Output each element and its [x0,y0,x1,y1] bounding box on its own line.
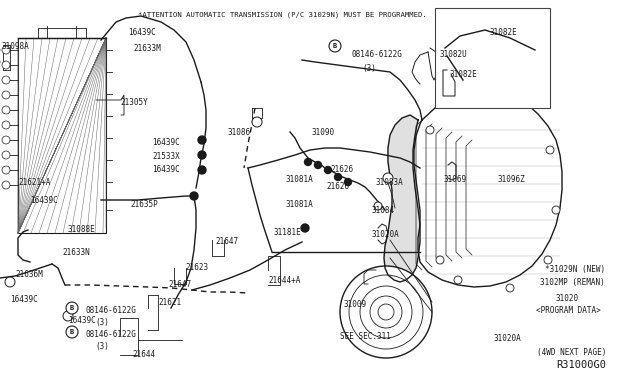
Circle shape [340,266,432,358]
Text: 16439C: 16439C [152,138,180,147]
Circle shape [370,296,402,328]
Circle shape [506,284,514,292]
Text: 31069: 31069 [444,175,467,184]
Text: 21626: 21626 [330,165,353,174]
Text: *ATTENTION AUTOMATIC TRANSMISSION (P/C 31029N) MUST BE PROGRAMMED.: *ATTENTION AUTOMATIC TRANSMISSION (P/C 3… [138,12,427,19]
Text: 16439C: 16439C [68,316,96,325]
Polygon shape [414,92,562,287]
Text: 21621+A: 21621+A [18,178,51,187]
Circle shape [2,91,10,99]
Circle shape [426,126,434,134]
Circle shape [2,46,10,54]
Text: 16439C: 16439C [128,28,156,37]
Text: <PROGRAM DATA>: <PROGRAM DATA> [536,306,601,315]
Text: 21626: 21626 [326,182,349,191]
Circle shape [374,202,382,210]
Text: 16439C: 16439C [10,295,38,304]
Text: 21633N: 21633N [62,248,90,257]
Text: 31098A: 31098A [2,42,29,51]
Circle shape [5,277,15,287]
Circle shape [2,166,10,174]
Text: 31088E: 31088E [68,225,96,234]
Text: 21305Y: 21305Y [120,98,148,107]
Text: 31083A: 31083A [376,178,404,187]
Text: 31020: 31020 [556,294,579,303]
Circle shape [2,181,10,189]
Text: 31081A: 31081A [286,175,314,184]
Circle shape [2,121,10,129]
Circle shape [324,167,332,173]
Text: (3): (3) [95,342,109,351]
Circle shape [335,173,342,180]
Circle shape [344,179,351,186]
Text: 31181E: 31181E [274,228,301,237]
Circle shape [2,76,10,84]
Text: 21621: 21621 [158,298,181,307]
Text: B: B [70,305,74,311]
Circle shape [2,136,10,144]
Text: 08146-6122G: 08146-6122G [352,50,403,59]
Circle shape [305,158,312,166]
Text: 31020A: 31020A [494,334,522,343]
Text: 31082U: 31082U [440,50,468,59]
Text: 21636M: 21636M [15,270,43,279]
Text: (3): (3) [95,318,109,327]
Text: 31081A: 31081A [286,200,314,209]
Text: 21647: 21647 [215,237,238,246]
Text: 31084: 31084 [371,206,394,215]
Text: B: B [333,43,337,49]
Text: (4WD NEXT PAGE): (4WD NEXT PAGE) [537,348,606,357]
Circle shape [378,304,394,320]
Circle shape [546,146,554,154]
Text: 31082E: 31082E [490,28,518,37]
Bar [435,8,550,108]
Text: 21623: 21623 [185,263,208,272]
Circle shape [2,151,10,159]
Text: *31029N (NEW): *31029N (NEW) [545,265,605,274]
Text: 31009: 31009 [344,300,367,309]
Circle shape [454,276,462,284]
Text: 21635P: 21635P [130,200,157,209]
Circle shape [198,166,206,174]
Circle shape [66,302,78,314]
Circle shape [544,256,552,264]
Text: (3): (3) [362,64,376,73]
Circle shape [314,161,321,169]
Text: SEE SEC.311: SEE SEC.311 [340,332,391,341]
Circle shape [436,256,444,264]
Text: B: B [70,329,74,335]
Text: 31082E: 31082E [450,70,477,79]
Circle shape [383,173,393,183]
Text: 21644+A: 21644+A [268,276,300,285]
Circle shape [552,206,560,214]
Text: 16439C: 16439C [152,165,180,174]
Circle shape [190,192,198,200]
Text: 31086: 31086 [228,128,251,137]
Circle shape [360,286,412,338]
Circle shape [329,40,341,52]
Text: 31020A: 31020A [371,230,399,239]
Circle shape [198,151,206,159]
Text: 21647: 21647 [168,280,191,289]
Circle shape [301,224,309,232]
Circle shape [2,61,10,69]
Circle shape [252,117,262,127]
Circle shape [198,136,206,144]
Text: 08146-6122G: 08146-6122G [85,306,136,315]
Text: 21533X: 21533X [152,152,180,161]
Text: 31090: 31090 [312,128,335,137]
Circle shape [349,275,423,349]
Text: 16439C: 16439C [30,196,58,205]
Circle shape [66,326,78,338]
Text: 31096Z: 31096Z [497,175,525,184]
Text: R31000G0: R31000G0 [556,360,606,370]
Text: 3102MP (REMAN): 3102MP (REMAN) [540,278,605,287]
Circle shape [63,311,73,321]
Text: 21644: 21644 [132,350,155,359]
Text: 08146-6122G: 08146-6122G [85,330,136,339]
Polygon shape [384,115,420,282]
Circle shape [2,106,10,114]
Bar [18,38,106,233]
Text: 21633M: 21633M [133,44,161,53]
